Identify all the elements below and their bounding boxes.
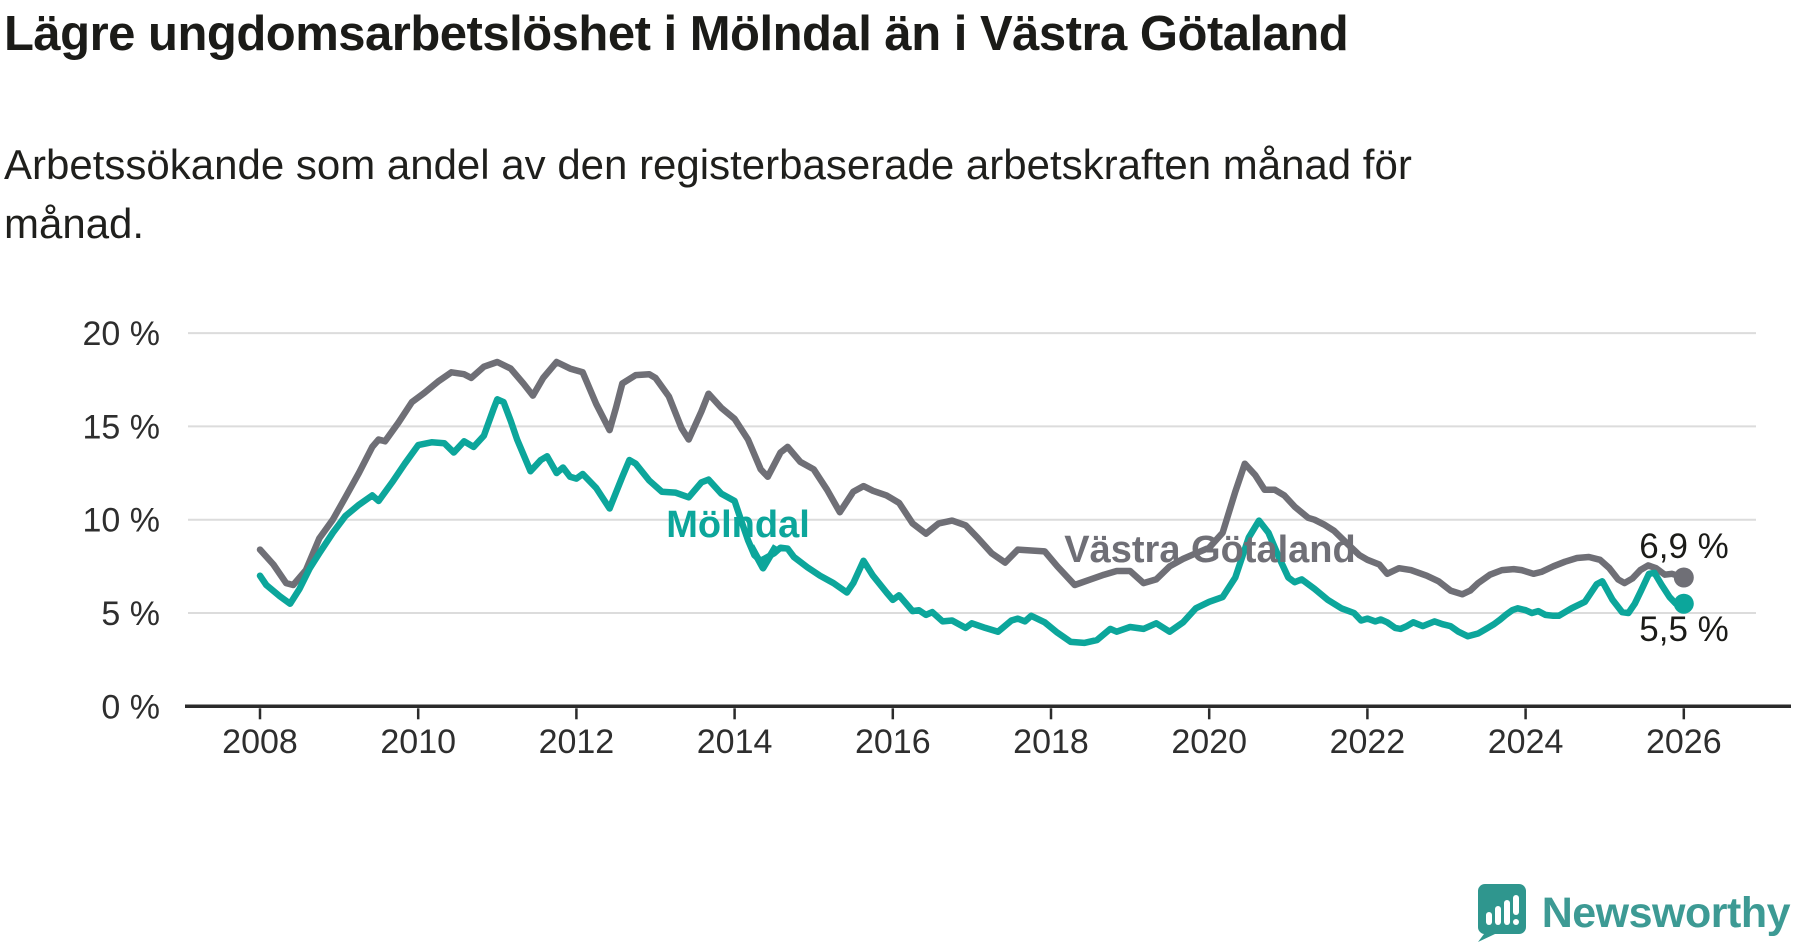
series-name-label-molndal: Mölndal	[666, 504, 810, 546]
brand-footer: Newsworthy	[1474, 882, 1791, 944]
logo-exclamation-dot	[1512, 919, 1519, 925]
x-tick-label-2010: 2010	[380, 723, 456, 761]
x-tick-label-2008: 2008	[222, 723, 298, 761]
x-tick-label-2020: 2020	[1171, 723, 1247, 761]
x-tick-label-2012: 2012	[539, 723, 615, 761]
end-value-label-molndal: 5,5 %	[1639, 610, 1729, 649]
brand-name: Newsworthy	[1541, 888, 1791, 937]
newsworthy-speech-bubble-chart-icon	[1477, 884, 1526, 942]
chart-title: Lägre ungdomsarbetslöshet i Mölndal än i…	[4, 7, 1349, 61]
chevron-down-icon	[747, 544, 780, 572]
y-tick-label-5: 5 %	[101, 595, 160, 633]
x-tick-label-2024: 2024	[1488, 723, 1564, 761]
series-name-label-vastra-gotaland: Västra Götaland	[1064, 529, 1355, 571]
x-tick-label-2022: 2022	[1330, 723, 1406, 761]
logo-exclamation-bar	[1512, 895, 1519, 915]
series-end-dot-molndal	[1673, 593, 1694, 614]
x-tick-label-2026: 2026	[1646, 723, 1722, 761]
y-tick-label-0: 0 %	[101, 688, 160, 726]
end-value-label-vastra-gotaland: 6,9 %	[1639, 527, 1729, 566]
logo-bar-medium	[1494, 906, 1501, 925]
series-line-molndal	[256, 396, 1688, 647]
y-tick-label-10: 10 %	[83, 502, 161, 540]
series-line-vastra-gotaland	[256, 358, 1688, 598]
y-tick-label-15: 15 %	[83, 408, 161, 446]
x-tick-label-2014: 2014	[697, 723, 773, 761]
series-end-dot-vastra-gotaland	[1673, 567, 1694, 588]
x-tick-label-2016: 2016	[855, 723, 931, 761]
logo-bar-large	[1503, 900, 1510, 925]
logo-bar-small	[1485, 912, 1492, 925]
y-tick-label-20: 20 %	[83, 315, 161, 353]
chart-subtitle: Arbetssökande som andel av den registerb…	[4, 141, 1412, 247]
x-tick-label-2018: 2018	[1013, 723, 1089, 761]
